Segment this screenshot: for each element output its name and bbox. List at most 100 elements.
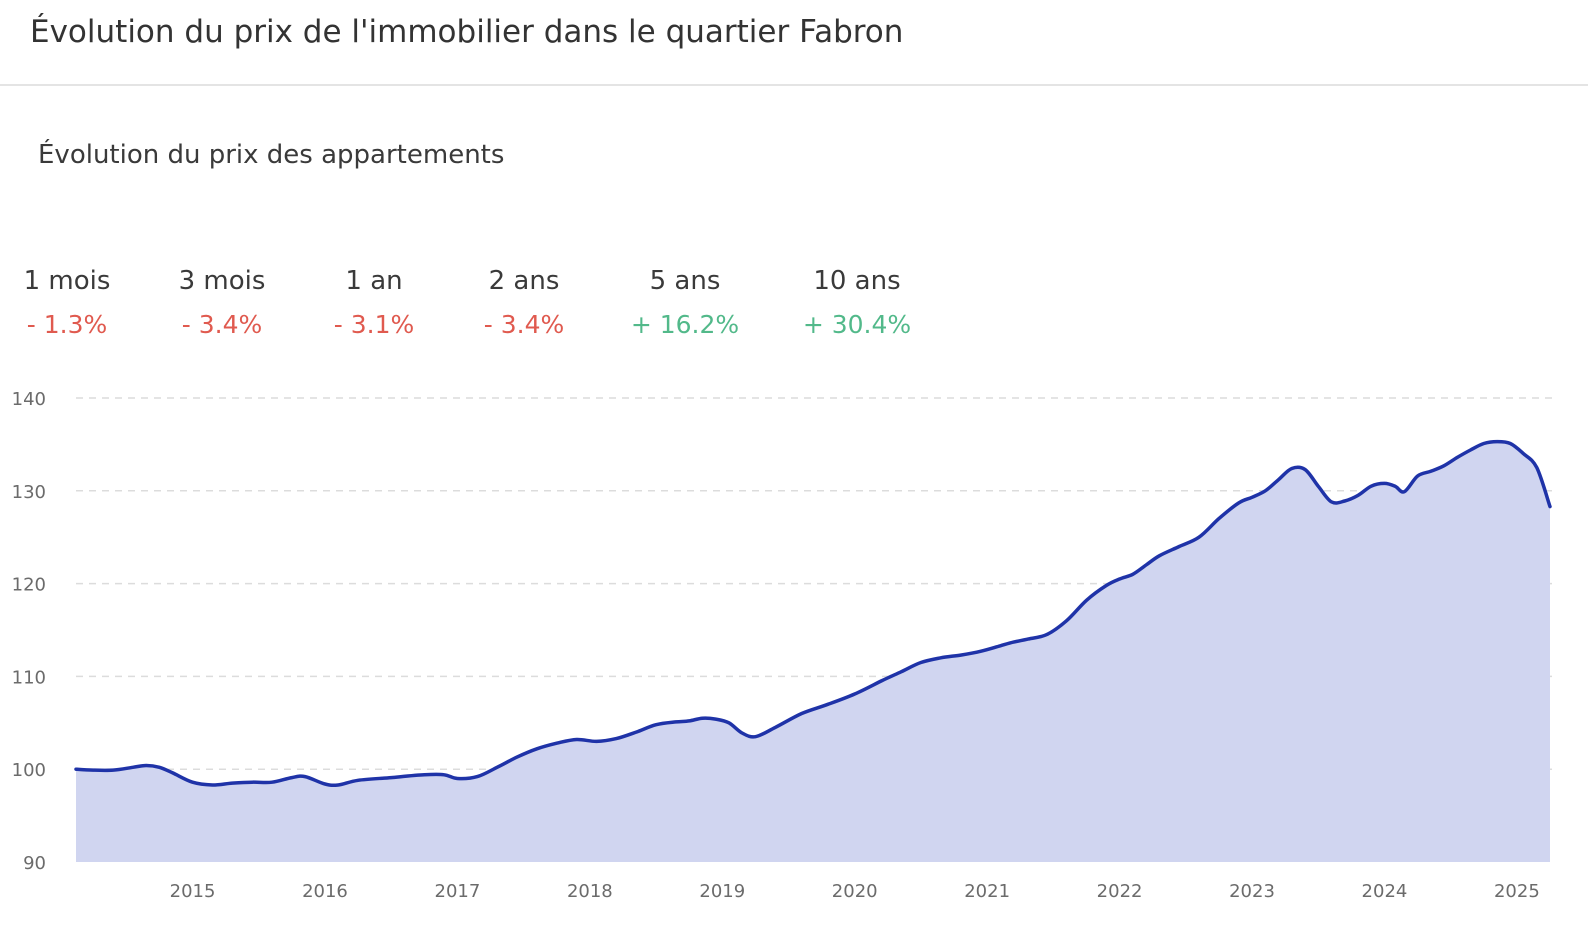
y-axis-ticks: 90 100 110 120 130 140 — [12, 389, 46, 874]
data-point — [1442, 464, 1446, 468]
data-point — [1263, 489, 1267, 493]
data-point — [270, 780, 274, 784]
data-point — [1482, 441, 1486, 445]
x-tick-label: 2024 — [1362, 881, 1408, 902]
data-point — [998, 644, 1002, 648]
x-tick-label: 2021 — [964, 881, 1010, 902]
y-tick-label: 120 — [12, 575, 46, 596]
data-point — [727, 721, 731, 725]
data-point — [939, 656, 943, 660]
stat-1-mois: 1 mois - 1.3% — [24, 262, 111, 344]
stat-5-ans: 5 ans + 16.2% — [631, 262, 739, 344]
x-tick-label: 2016 — [302, 881, 348, 902]
data-point — [773, 725, 777, 729]
data-point — [475, 775, 479, 779]
data-point — [959, 653, 963, 657]
data-point — [1177, 544, 1181, 548]
data-point — [389, 776, 393, 780]
data-point — [1429, 469, 1433, 473]
stat-period: 1 mois — [23, 266, 111, 296]
data-point — [826, 702, 830, 706]
data-point — [1455, 455, 1459, 459]
data-point — [1356, 493, 1360, 497]
data-point — [323, 782, 327, 786]
data-point — [303, 775, 307, 779]
data-point — [171, 771, 175, 775]
data-point — [455, 776, 459, 780]
data-point — [1277, 478, 1281, 482]
price-area — [76, 441, 1550, 862]
x-tick-label: 2018 — [567, 881, 613, 902]
data-point — [1548, 505, 1552, 509]
x-tick-label: 2020 — [832, 881, 878, 902]
data-point — [1329, 500, 1333, 504]
data-point — [1290, 467, 1294, 471]
data-point — [1045, 633, 1049, 637]
data-point — [1402, 490, 1406, 494]
data-point — [614, 737, 618, 741]
y-tick-label: 110 — [12, 667, 46, 688]
price-line — [74, 439, 1552, 788]
data-point — [1469, 448, 1473, 452]
data-point — [1416, 474, 1420, 478]
stat-value: + 16.2% — [630, 310, 740, 339]
data-point — [157, 765, 161, 769]
data-point — [515, 755, 519, 759]
stat-2-ans: 2 ans - 3.4% — [484, 262, 564, 344]
y-tick-label: 140 — [12, 389, 46, 410]
stat-value: - 3.1% — [333, 310, 415, 339]
data-point — [356, 778, 360, 782]
data-point — [1495, 440, 1499, 444]
data-point — [687, 719, 691, 723]
x-axis-ticks: 2015 2016 2017 2018 2019 2020 2021 2022 2023 2024… — [170, 881, 1540, 902]
data-point — [1065, 619, 1069, 623]
stat-period: 5 ans — [649, 266, 721, 296]
data-point — [1250, 495, 1254, 499]
data-point — [442, 773, 446, 777]
data-point — [1084, 598, 1088, 602]
data-point — [919, 660, 923, 664]
data-point — [210, 783, 214, 787]
data-point — [1369, 484, 1373, 488]
data-point — [1144, 563, 1148, 567]
data-point — [191, 780, 195, 784]
data-point — [674, 720, 678, 724]
data-point — [753, 735, 757, 739]
data-point — [979, 649, 983, 653]
data-point — [422, 773, 426, 777]
stat-10-ans: 10 ans + 30.4% — [803, 262, 911, 344]
data-point — [654, 723, 658, 727]
stat-period: 3 mois — [178, 266, 266, 296]
stat-period: 10 ans — [813, 266, 901, 296]
stat-value: + 30.4% — [802, 310, 912, 339]
data-point — [290, 776, 294, 780]
y-tick-label: 130 — [12, 482, 46, 503]
x-tick-label: 2022 — [1097, 881, 1143, 902]
stat-period: 1 an — [345, 266, 403, 296]
stat-value: - 3.4% — [181, 310, 263, 339]
data-point — [740, 731, 744, 735]
y-tick-label: 100 — [12, 760, 46, 781]
data-point — [1197, 535, 1201, 539]
data-point — [594, 739, 598, 743]
section-title: Évolution du prix des appartements — [38, 140, 505, 170]
data-point — [575, 738, 579, 742]
x-tick-label: 2023 — [1229, 881, 1275, 902]
stat-value: - 1.3% — [26, 310, 108, 339]
data-point — [230, 781, 234, 785]
data-point — [250, 780, 254, 784]
data-point — [1217, 517, 1221, 521]
data-point — [555, 741, 559, 745]
data-point — [535, 747, 539, 751]
data-point — [1393, 484, 1397, 488]
y-tick-label: 90 — [23, 853, 46, 874]
data-point — [336, 783, 340, 787]
data-point — [1118, 577, 1122, 581]
stat-period: 2 ans — [488, 266, 560, 296]
x-tick-label: 2015 — [170, 881, 216, 902]
data-point — [74, 767, 78, 771]
data-point — [1522, 452, 1526, 456]
data-point — [144, 763, 148, 767]
data-point — [879, 679, 883, 683]
